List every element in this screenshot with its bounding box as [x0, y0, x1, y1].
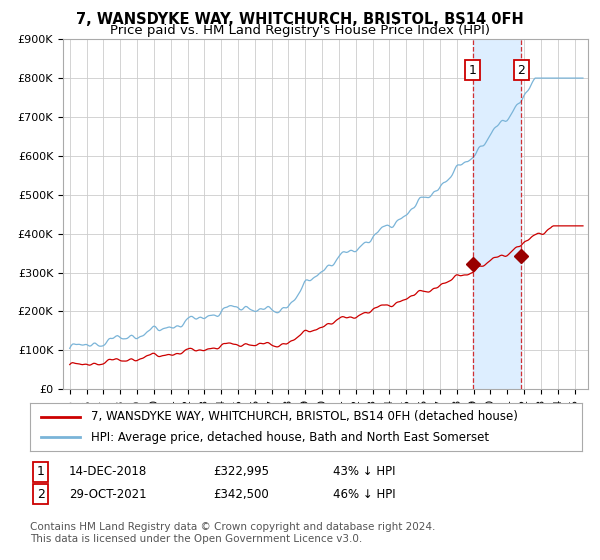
Text: Price paid vs. HM Land Registry's House Price Index (HPI): Price paid vs. HM Land Registry's House …	[110, 24, 490, 36]
Text: 43% ↓ HPI: 43% ↓ HPI	[333, 465, 395, 478]
Text: 46% ↓ HPI: 46% ↓ HPI	[333, 488, 395, 501]
Text: 29-OCT-2021: 29-OCT-2021	[69, 488, 146, 501]
Text: 14-DEC-2018: 14-DEC-2018	[69, 465, 147, 478]
Text: 2: 2	[37, 488, 45, 501]
Text: HPI: Average price, detached house, Bath and North East Somerset: HPI: Average price, detached house, Bath…	[91, 431, 489, 444]
Text: 7, WANSDYKE WAY, WHITCHURCH, BRISTOL, BS14 0FH: 7, WANSDYKE WAY, WHITCHURCH, BRISTOL, BS…	[76, 12, 524, 27]
Text: Contains HM Land Registry data © Crown copyright and database right 2024.
This d: Contains HM Land Registry data © Crown c…	[30, 522, 436, 544]
Text: 1: 1	[37, 465, 45, 478]
Text: £322,995: £322,995	[213, 465, 269, 478]
Text: £342,500: £342,500	[213, 488, 269, 501]
Text: 7, WANSDYKE WAY, WHITCHURCH, BRISTOL, BS14 0FH (detached house): 7, WANSDYKE WAY, WHITCHURCH, BRISTOL, BS…	[91, 410, 518, 423]
Text: 2: 2	[517, 64, 525, 77]
Text: 1: 1	[469, 64, 477, 77]
Bar	[473, 39, 521, 389]
